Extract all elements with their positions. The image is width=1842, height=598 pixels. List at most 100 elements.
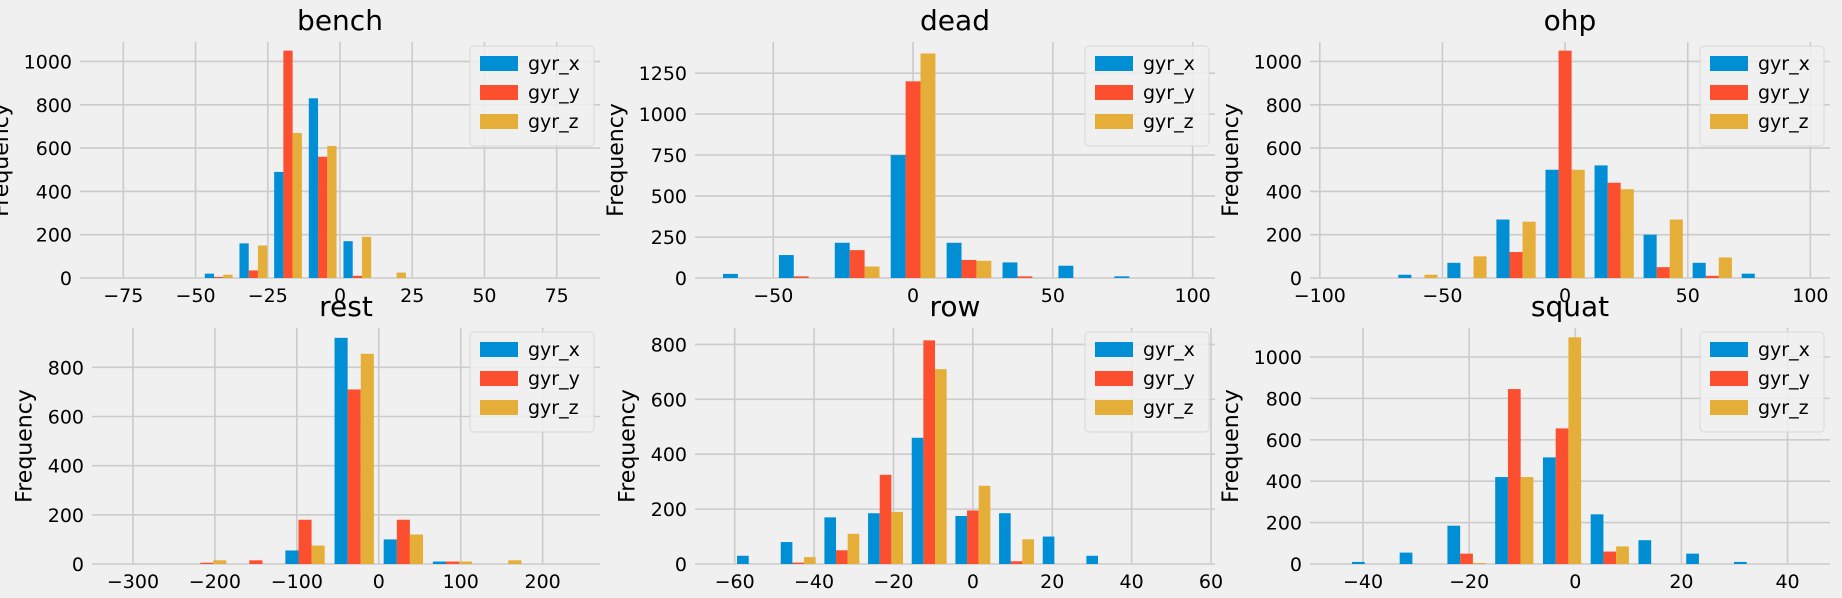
chart-title: ohp [1544, 4, 1597, 37]
x-tick-label: 200 [525, 571, 561, 593]
bar-gyr_y [849, 250, 865, 278]
x-tick-label: 0 [373, 571, 385, 593]
legend-swatch-gyr_x [1710, 342, 1748, 357]
legend: gyr_x gyr_y gyr_z [1699, 45, 1825, 147]
bar-gyr_z [864, 266, 880, 278]
bar-gyr_y [792, 562, 805, 564]
bar-gyr_x [1447, 525, 1461, 564]
bar-gyr_y [1010, 561, 1023, 564]
bar-gyr_z [891, 511, 903, 564]
bar-gyr_x [1114, 276, 1130, 278]
y-axis-label: Frequency [0, 103, 14, 217]
bar-gyr_x [1002, 262, 1018, 278]
bar-gyr_z [213, 560, 227, 564]
bar-gyr_x [834, 242, 850, 278]
chart-squat: −40 −20 0 20 4002004006008001000squatFrequen… [1219, 290, 1830, 593]
bar-gyr_z [1568, 337, 1582, 564]
bar-gyr_y [1460, 553, 1473, 564]
legend-swatch-gyr_y [1095, 85, 1133, 100]
y-tick-label: 200 [1266, 225, 1302, 247]
y-tick-label: 0 [675, 554, 687, 576]
x-tick-label: 50 [1041, 285, 1065, 307]
x-tick-label: 100 [1792, 285, 1828, 307]
legend-label-gyr_x: gyr_x [528, 53, 580, 75]
bar-gyr_x [308, 98, 319, 278]
bar-gyr_y [967, 510, 979, 564]
bar-gyr_x [999, 513, 1011, 564]
bar-gyr_x [1741, 273, 1755, 278]
bar-gyr_x [383, 539, 397, 564]
bar-gyr_x [780, 542, 793, 564]
legend-swatch-gyr_z [1710, 400, 1748, 415]
bar-gyr_z [1620, 189, 1634, 278]
legend-swatch-gyr_z [480, 114, 518, 129]
bar-gyr_z [1522, 221, 1536, 278]
legend-label-gyr_x: gyr_x [1143, 339, 1195, 361]
x-tick-label: 40 [1775, 571, 1799, 593]
y-tick-label: 200 [36, 225, 72, 247]
y-tick-label: 0 [1290, 554, 1302, 576]
y-tick-label: 600 [1266, 430, 1302, 452]
x-tick-label: 100 [443, 571, 479, 593]
legend-label-gyr_z: gyr_z [528, 397, 579, 419]
bar-gyr_z [361, 236, 372, 278]
x-tick-label: −75 [103, 285, 143, 307]
legend-label-gyr_x: gyr_x [1758, 53, 1810, 75]
x-tick-label: −300 [107, 571, 159, 593]
y-tick-label: 1000 [1254, 347, 1302, 369]
y-tick-label: 600 [48, 407, 84, 429]
x-tick-label: 100 [1175, 285, 1211, 307]
bar-gyr_y [396, 519, 410, 564]
y-tick-label: 0 [675, 268, 687, 290]
bar-gyr_z [1718, 257, 1732, 278]
y-tick-label: 800 [1266, 388, 1302, 410]
bar-gyr_x [1058, 265, 1074, 278]
y-axis-label: Frequency [616, 389, 641, 503]
bar-gyr_y [249, 560, 263, 564]
bar-gyr_y [1656, 267, 1670, 278]
legend-label-gyr_y: gyr_y [528, 82, 580, 104]
bar-gyr_x [1042, 536, 1055, 564]
bar-gyr_y [1507, 389, 1521, 564]
x-tick-label: −20 [873, 571, 913, 593]
x-tick-label: 40 [1120, 571, 1144, 593]
bar-gyr_x [285, 550, 299, 564]
bar-gyr_x [868, 513, 880, 564]
legend-swatch-gyr_z [1710, 114, 1748, 129]
y-tick-label: 250 [651, 227, 687, 249]
y-tick-label: 0 [60, 268, 72, 290]
y-tick-label: 750 [651, 145, 687, 167]
bar-gyr_x [1686, 553, 1699, 564]
bar-gyr_x [1496, 219, 1510, 278]
x-tick-label: 50 [1676, 285, 1700, 307]
bar-gyr_z [396, 272, 406, 278]
legend-label-gyr_x: gyr_x [1758, 339, 1810, 361]
y-tick-label: 400 [48, 456, 84, 478]
legend-swatch-gyr_x [480, 342, 518, 357]
legend: gyr_x gyr_y gyr_z [469, 331, 595, 433]
x-tick-label: 0 [1569, 571, 1581, 593]
legend-label-gyr_z: gyr_z [528, 111, 579, 133]
bar-gyr_y [1558, 50, 1572, 278]
legend-swatch-gyr_x [1710, 56, 1748, 71]
legend-swatch-gyr_x [480, 56, 518, 71]
bar-gyr_z [1473, 256, 1487, 278]
x-tick-label: −40 [1343, 571, 1383, 593]
x-tick-label: −50 [1422, 285, 1462, 307]
bar-gyr_y [1607, 182, 1621, 278]
bar-gyr_y [879, 474, 892, 564]
bar-gyr_y [347, 389, 361, 564]
bar-gyr_x [1590, 514, 1604, 564]
bar-gyr_x [890, 155, 906, 278]
x-tick-label: −50 [176, 285, 216, 307]
bar-gyr_y [1017, 276, 1033, 278]
bar-gyr_z [1616, 546, 1629, 564]
y-tick-label: 600 [36, 138, 72, 160]
bar-gyr_x [824, 517, 837, 564]
x-tick-label: 0 [967, 571, 979, 593]
bar-gyr_y [961, 259, 977, 278]
bar-gyr_x [432, 561, 446, 564]
y-tick-label: 400 [651, 444, 687, 466]
bar-gyr_x [946, 242, 962, 278]
